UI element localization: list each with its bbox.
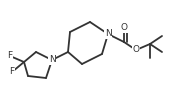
Text: F: F <box>7 52 13 61</box>
Text: O: O <box>121 23 128 32</box>
Text: F: F <box>9 68 15 77</box>
Text: N: N <box>49 55 55 64</box>
Text: O: O <box>132 46 139 54</box>
Text: N: N <box>105 30 111 38</box>
